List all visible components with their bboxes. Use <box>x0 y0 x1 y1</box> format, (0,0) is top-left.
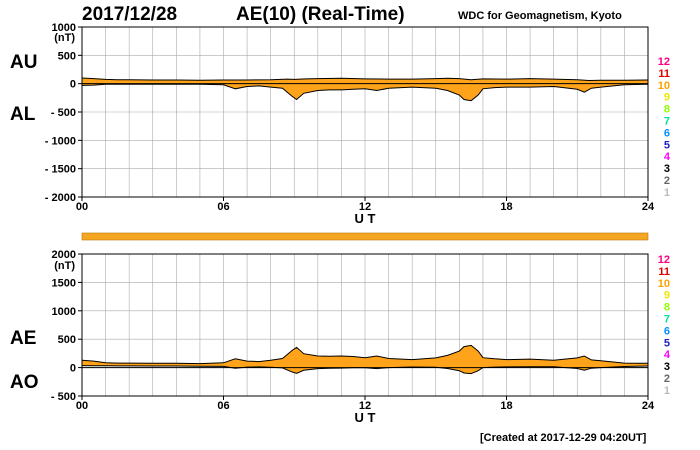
panel1-x-tick-label: 18 <box>500 201 512 213</box>
panel2-series-ae-line <box>81 344 649 365</box>
panel1-x-tick-label: 12 <box>359 201 371 213</box>
organization-label: WDC for Geomagnetism, Kyoto <box>458 10 622 22</box>
panel2-x-tick-label: 12 <box>359 400 371 412</box>
ae-label: AE <box>10 328 37 349</box>
panel2-level-2: 2 <box>664 373 670 385</box>
panel2-level-11: 11 <box>658 266 670 278</box>
panel1-level-9: 9 <box>664 92 670 104</box>
panel1-y-tick-label: - 1500 <box>45 164 76 176</box>
panel1-y-tick-label: - 2000 <box>45 192 76 204</box>
station-coverage-bar <box>81 232 649 241</box>
panel1-level-7: 7 <box>664 116 670 128</box>
created-timestamp: [Created at 2017-12-29 04:20UT] <box>480 432 647 444</box>
panel1-level-4: 4 <box>664 151 671 163</box>
panel2-level-12: 12 <box>658 254 670 266</box>
panel1-level-5: 5 <box>664 139 670 151</box>
panel1-y-tick-label: - 500 <box>51 107 76 119</box>
panel1-x-axis-label: U T <box>355 211 376 226</box>
panel2-level-8: 8 <box>664 302 670 314</box>
panel2-level-9: 9 <box>664 290 670 302</box>
panel2-x-axis-label: U T <box>355 410 376 425</box>
panel2-level-7: 7 <box>664 314 670 326</box>
panel1-level-10: 10 <box>658 80 670 92</box>
panel2-x-tick-label: 24 <box>642 400 655 412</box>
panel2-y-tick-label: 1500 <box>52 277 76 289</box>
panel1-x-tick-label: 06 <box>217 201 229 213</box>
panel2-y-tick-label: 2000 <box>52 249 76 261</box>
panel1-unit-label: (nT) <box>54 32 75 44</box>
panel1-level-1: 1 <box>664 187 670 199</box>
panel2-level-6: 6 <box>664 325 670 337</box>
panel2-level-3: 3 <box>664 361 670 373</box>
chart-title: AE(10) (Real-Time) <box>236 4 405 25</box>
au-label: AU <box>10 52 38 73</box>
panel1-y-tick-label: 500 <box>58 50 76 62</box>
panel1-level-6: 6 <box>664 127 670 139</box>
panel2-x-tick-label: 00 <box>76 400 88 412</box>
panel1-level-12: 12 <box>658 56 670 68</box>
panel2-unit-label: (nT) <box>54 260 75 272</box>
panel1-y-tick-label: 1000 <box>52 22 76 34</box>
panel1-y-tick-label: 0 <box>70 79 76 91</box>
al-label: AL <box>10 104 36 125</box>
panel2-y-tick-label: 1000 <box>52 306 76 318</box>
panel2-y-tick-label: 0 <box>70 363 76 375</box>
panel1-x-tick-label: 24 <box>642 201 655 213</box>
panel2-y-tick-label: 500 <box>58 334 76 346</box>
panel1-y-tick-label: - 1000 <box>45 135 76 147</box>
panel2-level-10: 10 <box>658 278 670 290</box>
panel1-level-2: 2 <box>664 175 670 187</box>
panel2-series-ao-line <box>81 365 649 375</box>
panel1-series-au-line <box>81 77 649 82</box>
panel1-series-al-line <box>81 83 649 102</box>
panel2-x-tick-label: 06 <box>217 400 229 412</box>
date-label: 2017/12/28 <box>82 4 178 25</box>
ao-label: AO <box>10 372 39 393</box>
panel2-y-tick-label: - 500 <box>51 391 76 403</box>
panel2-x-tick-label: 18 <box>500 400 512 412</box>
panel2-level-5: 5 <box>664 337 670 349</box>
panel1-x-tick-label: 00 <box>76 201 88 213</box>
panel2-level-4: 4 <box>664 349 671 361</box>
panel2-level-1: 1 <box>664 385 670 397</box>
panel1-level-11: 11 <box>658 68 670 80</box>
panel1-level-8: 8 <box>664 104 670 116</box>
panel1-level-3: 3 <box>664 163 670 175</box>
